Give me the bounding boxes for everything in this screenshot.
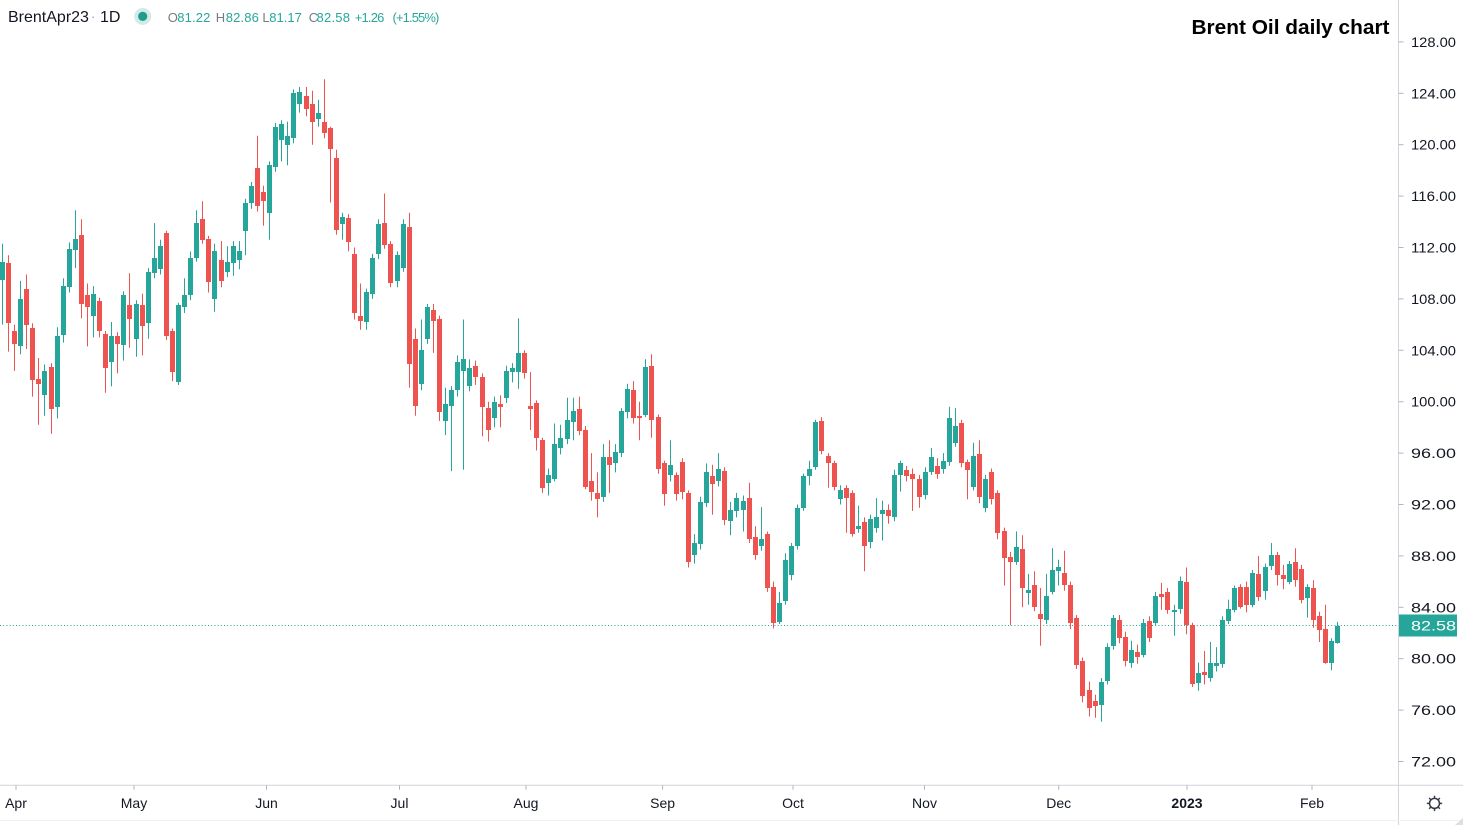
svg-text:81.22: 81.22 (177, 10, 210, 25)
svg-text:84.00: 84.00 (1411, 599, 1456, 615)
svg-text:May: May (121, 795, 147, 811)
svg-text:(+1.55%): (+1.55%) (393, 10, 440, 25)
svg-text:120.00: 120.00 (1411, 137, 1456, 153)
svg-text:C: C (309, 10, 318, 25)
svg-text:Sep: Sep (650, 795, 675, 811)
svg-text:104.00: 104.00 (1411, 342, 1456, 358)
svg-text:108.00: 108.00 (1411, 291, 1456, 307)
svg-text:L: L (262, 10, 269, 25)
svg-text:82.86: 82.86 (226, 10, 259, 25)
svg-text:82.58: 82.58 (1411, 618, 1456, 634)
svg-text:H: H (216, 10, 225, 25)
svg-text:Jun: Jun (255, 795, 278, 811)
svg-text:116.00: 116.00 (1411, 188, 1456, 204)
svg-text:Apr: Apr (5, 795, 27, 811)
svg-text:BrentApr23: BrentApr23 (8, 9, 89, 26)
svg-text:1D: 1D (100, 9, 120, 26)
svg-text:88.00: 88.00 (1411, 548, 1456, 564)
svg-text:Dec: Dec (1046, 795, 1071, 811)
svg-text:82.58: 82.58 (317, 10, 351, 25)
svg-text:76.00: 76.00 (1411, 702, 1456, 718)
svg-text:80.00: 80.00 (1411, 651, 1456, 667)
svg-text:·: · (91, 9, 95, 24)
svg-text:2023: 2023 (1171, 795, 1202, 811)
svg-text:100.00: 100.00 (1411, 394, 1456, 410)
svg-text:Nov: Nov (912, 795, 937, 811)
svg-text:92.00: 92.00 (1411, 497, 1456, 513)
svg-text:128.00: 128.00 (1411, 34, 1456, 50)
svg-text:96.00: 96.00 (1411, 445, 1456, 461)
svg-text:Aug: Aug (514, 795, 539, 811)
svg-text:Oct: Oct (782, 795, 804, 811)
svg-text:O: O (168, 10, 178, 25)
svg-text:+1.26: +1.26 (355, 10, 385, 25)
svg-text:124.00: 124.00 (1411, 85, 1456, 101)
svg-text:Feb: Feb (1300, 795, 1324, 811)
svg-text:Brent Oil daily chart: Brent Oil daily chart (1192, 17, 1390, 39)
svg-text:72.00: 72.00 (1411, 754, 1456, 770)
svg-text:Jul: Jul (391, 795, 409, 811)
svg-text:81.17: 81.17 (269, 10, 302, 25)
svg-text:112.00: 112.00 (1411, 240, 1456, 256)
